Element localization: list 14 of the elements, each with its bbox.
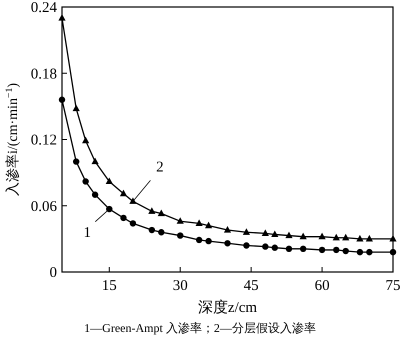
annotation: 1—Green-Ampt 入渗率；2—分层假设入渗率	[84, 321, 316, 335]
series-name: 1	[84, 225, 92, 242]
ytick: 0.06	[30, 198, 57, 215]
ytick: 0.18	[30, 66, 57, 82]
xtick: 15	[102, 278, 117, 294]
ytick: 0	[50, 265, 57, 281]
xtick: 60	[314, 278, 330, 294]
series-name: 2	[156, 159, 164, 176]
xtick: 30	[172, 278, 188, 294]
xtick: 45	[244, 278, 259, 294]
xtick: 75	[386, 278, 400, 294]
ytick: 0.24	[30, 0, 57, 16]
ytick: 0.12	[30, 132, 57, 148]
xlabel: 深度z/cm	[198, 300, 258, 316]
